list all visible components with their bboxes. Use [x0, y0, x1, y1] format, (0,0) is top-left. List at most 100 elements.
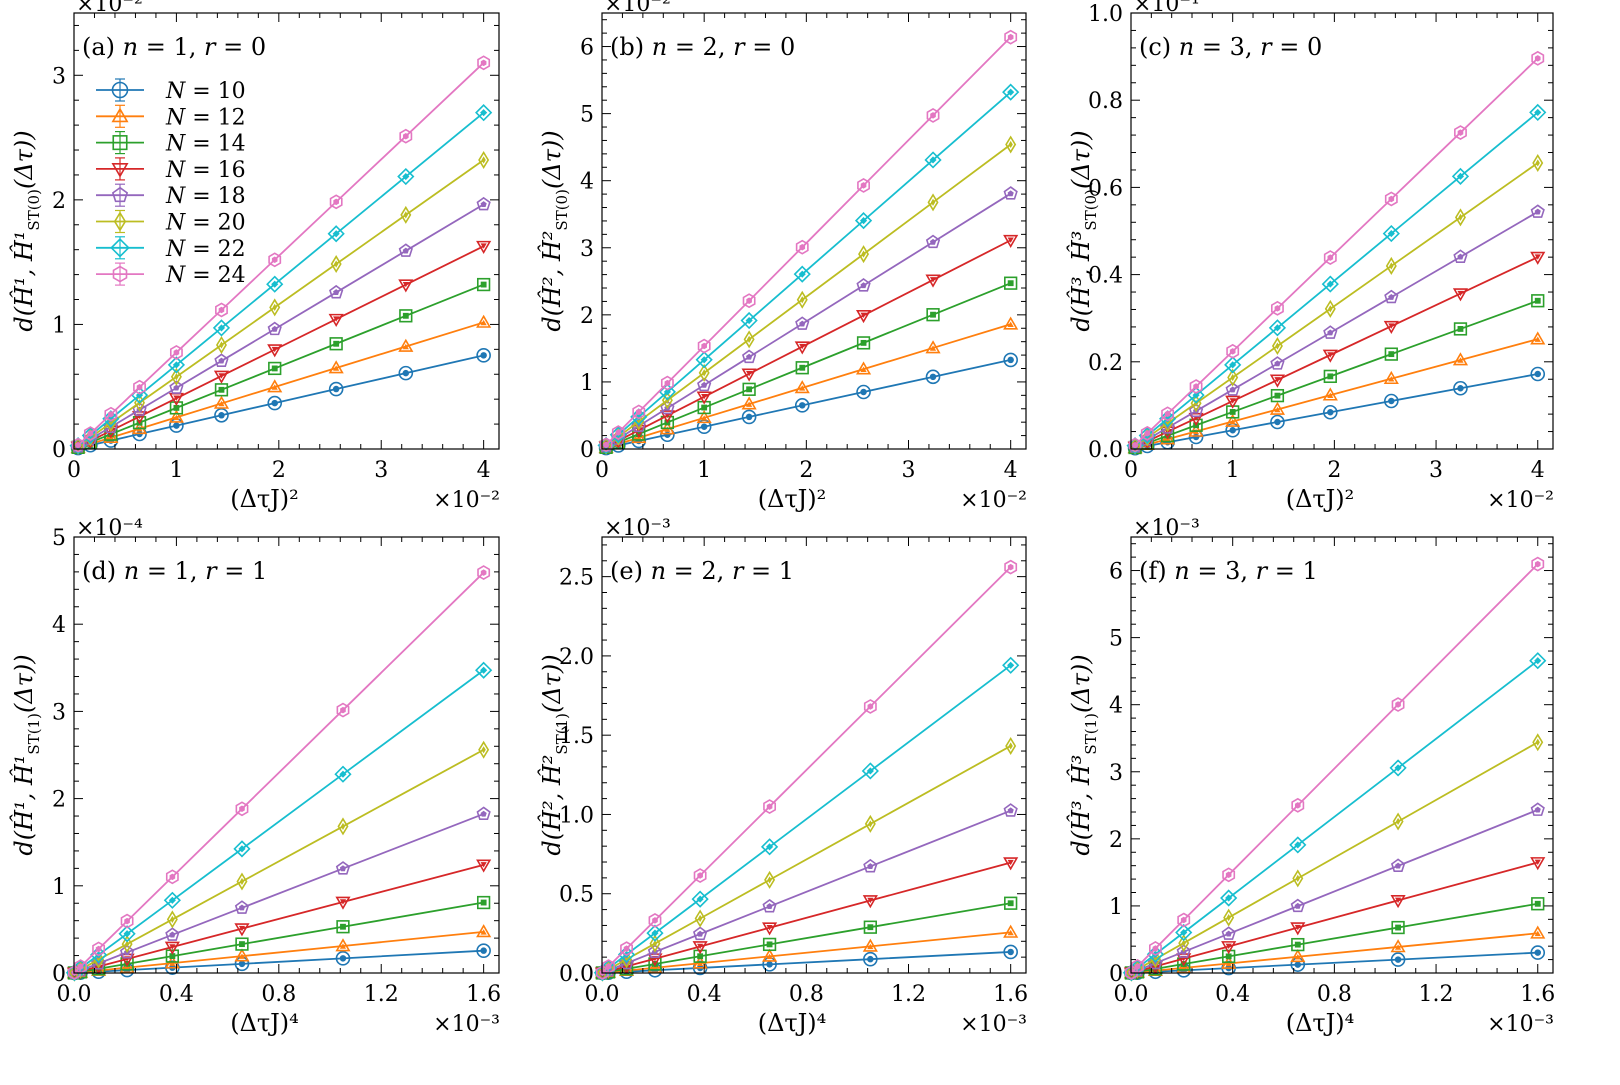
data-point-n24-6-fill [799, 243, 806, 251]
panel-title: (b) n = 2, r = 0 [610, 33, 795, 61]
data-point-n16-9 [476, 240, 492, 254]
data-point-n22-5 [760, 838, 779, 856]
data-point-n20-9 [1005, 135, 1017, 154]
data-point-n24-4 [169, 345, 183, 360]
x-tick-label: 1.6 [993, 982, 1028, 1007]
data-point-n16-8-fill [402, 281, 409, 288]
data-point-n14-5 [1291, 937, 1305, 952]
data-point-n16-5 [762, 922, 778, 936]
data-point-n10-7 [1530, 945, 1546, 960]
data-point-n10-6 [335, 951, 351, 966]
data-point-n20-4 [170, 367, 182, 386]
data-point-n10-7-fill [480, 947, 487, 954]
data-point-n14-6-fill [867, 924, 874, 931]
panel-title: (e) n = 2, r = 1 [610, 557, 794, 585]
data-point-n22-7 [1529, 652, 1547, 670]
series-line-n22 [1134, 111, 1539, 447]
data-point-n16-7 [1383, 320, 1399, 334]
data-point-n24-2 [632, 404, 646, 420]
y-tick-label: 1.0 [1088, 2, 1123, 27]
y-tick-label: 4 [52, 613, 66, 638]
data-point-n24-2-fill [1164, 410, 1171, 418]
data-point-n20-9 [1532, 153, 1544, 172]
data-point-n24-1-fill [87, 430, 94, 437]
data-point-n14-6 [863, 920, 877, 934]
data-point-n14-5-fill [218, 386, 225, 393]
data-point-n16-9 [1530, 251, 1546, 265]
legend-marker-shape [110, 238, 130, 258]
data-point-n10-6-fill [339, 955, 347, 962]
x-tick-label: 0.4 [1215, 982, 1250, 1007]
data-point-n18-8 [1453, 249, 1468, 263]
data-point-n16-6-fill [867, 897, 874, 904]
data-point-n12-8 [925, 340, 941, 354]
data-point-n20-9-fill [1008, 140, 1013, 149]
y-tick-label: 2 [580, 304, 594, 329]
data-point-n22-6 [793, 265, 811, 283]
data-point-n24-3-fill [664, 379, 671, 387]
data-point-n12-4-fill [1229, 418, 1236, 425]
data-point-n12-5-fill [218, 400, 225, 407]
x-axis-label: (ΔτJ)² [230, 485, 299, 513]
y-axis-label: d(Ĥ², Ĥ²ST(0)(Δτ)) [537, 130, 571, 331]
data-point-n14-5 [742, 382, 756, 396]
data-point-n14-7-fill [1007, 900, 1014, 907]
series-line-n16 [74, 863, 484, 974]
series-line-n12 [1134, 338, 1538, 449]
series-line-n24 [1134, 57, 1539, 446]
data-point-n22-5 [212, 319, 231, 337]
series-line-n18 [1131, 809, 1539, 974]
data-point-n16-7-fill [333, 316, 340, 322]
data-point-n22-4-fill [168, 896, 176, 904]
data-point-n14-7 [1531, 897, 1545, 911]
data-point-n10-9-fill [1534, 370, 1541, 378]
data-point-n10-9 [1003, 352, 1018, 368]
data-point-n12-8-fill [402, 343, 409, 350]
data-point-n12-4 [168, 409, 184, 423]
data-point-n18-5-fill [766, 903, 773, 910]
data-point-n22-7-fill [859, 217, 868, 225]
data-point-n22-4-fill [700, 356, 708, 364]
y-tick-label: 0.5 [559, 883, 594, 908]
data-point-n24-3-fill [124, 917, 130, 925]
data-point-n20-8 [1454, 208, 1466, 227]
y-tick-label: 0.4 [1088, 264, 1123, 289]
data-point-n18-7 [1384, 289, 1399, 304]
data-point-n24-4-fill [169, 873, 176, 881]
data-point-n24-7 [329, 194, 343, 210]
data-point-n10-6 [863, 951, 878, 967]
x-tick-label: 0.8 [789, 982, 824, 1007]
data-point-n20-3-fill [1181, 939, 1186, 947]
data-point-n20-3 [649, 934, 661, 953]
data-point-n10-7-fill [1534, 949, 1541, 956]
data-point-n20-6 [796, 290, 808, 309]
x-tick-label: 0.8 [261, 982, 296, 1007]
x-multiplier: ×10⁻² [433, 488, 500, 513]
data-point-n22-9-fill [1007, 88, 1015, 96]
panel-f: 0.0 0.4 0.8 1.2 1.6 0 1 2 3 4 5 6 ×10⁻³ ×10⁻³ (ΔτJ)⁴ d(… [1066, 516, 1555, 1037]
x-tick-label: 0.8 [1317, 982, 1352, 1007]
data-point-n24-0 [599, 437, 613, 453]
data-point-n24-8 [1454, 125, 1467, 140]
data-point-n22-8-fill [929, 156, 937, 164]
data-point-n12-5 [234, 948, 250, 962]
data-point-n12-5 [213, 395, 230, 409]
x-tick-label: 1 [169, 458, 183, 483]
series-line-n22 [77, 111, 485, 447]
data-point-n12-6-fill [1327, 392, 1334, 398]
y-axis-label: d(Ĥ³, Ĥ³ST(0)(Δτ)) [1066, 130, 1100, 331]
legend-marker [111, 186, 129, 203]
data-point-n16-4-fill [697, 943, 704, 950]
data-point-n22-4 [1220, 889, 1238, 907]
data-point-n22-5 [1268, 319, 1287, 337]
data-point-n16-6 [1322, 349, 1338, 363]
data-point-n22-9-fill [1534, 108, 1542, 116]
data-point-n18-7 [329, 284, 344, 299]
data-point-n18-2 [619, 955, 634, 970]
data-point-n10-7-fill [860, 388, 867, 396]
data-point-n16-5 [1290, 922, 1306, 936]
data-point-n12-6 [794, 380, 810, 394]
data-point-n24-3 [120, 913, 134, 929]
data-point-n18-4 [693, 926, 708, 941]
x-tick-label: 0.0 [57, 982, 92, 1007]
